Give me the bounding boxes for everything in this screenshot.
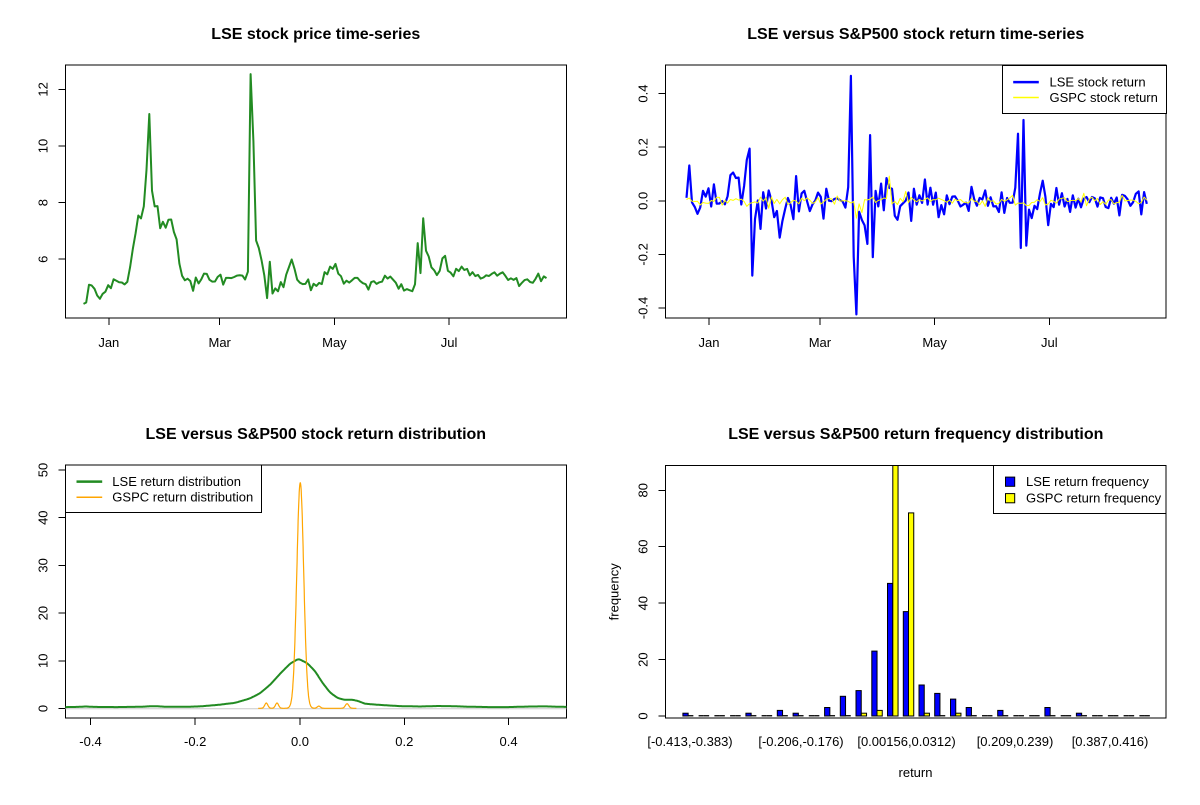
svg-text:Mar: Mar xyxy=(209,335,232,350)
svg-text:12: 12 xyxy=(36,82,51,96)
svg-text:[0.387,0.416): [0.387,0.416) xyxy=(1072,734,1149,749)
svg-text:May: May xyxy=(322,335,347,350)
svg-text:8: 8 xyxy=(36,199,51,206)
svg-text:GSPC return distribution: GSPC return distribution xyxy=(112,490,253,505)
svg-text:LSE stock return: LSE stock return xyxy=(1050,75,1146,90)
svg-text:0.2: 0.2 xyxy=(636,138,651,156)
svg-text:LSE versus S&P500 return frequ: LSE versus S&P500 return frequency distr… xyxy=(728,426,1103,443)
svg-text:[-0.206,-0.176): [-0.206,-0.176) xyxy=(758,734,843,749)
svg-text:GSPC stock return: GSPC stock return xyxy=(1050,90,1158,105)
svg-text:0.2: 0.2 xyxy=(395,734,413,749)
svg-text:60: 60 xyxy=(636,539,651,553)
svg-text:40: 40 xyxy=(36,510,51,524)
svg-text:[0.209,0.239): [0.209,0.239) xyxy=(977,734,1054,749)
svg-text:LSE versus S&P500 stock return: LSE versus S&P500 stock return time-seri… xyxy=(747,26,1084,43)
svg-text:[-0.413,-0.383): [-0.413,-0.383) xyxy=(647,734,732,749)
svg-text:Mar: Mar xyxy=(809,335,832,350)
svg-text:May: May xyxy=(922,335,947,350)
svg-text:-0.4: -0.4 xyxy=(636,297,651,319)
svg-text:0.0: 0.0 xyxy=(636,192,651,210)
svg-text:0: 0 xyxy=(636,712,651,719)
svg-text:0.4: 0.4 xyxy=(500,734,518,749)
svg-text:[0.00156,0.0312): [0.00156,0.0312) xyxy=(857,734,955,749)
svg-text:frequency: frequency xyxy=(607,563,622,621)
svg-text:Jul: Jul xyxy=(1041,335,1058,350)
svg-text:Jan: Jan xyxy=(699,335,720,350)
svg-text:80: 80 xyxy=(636,483,651,497)
svg-text:GSPC return frequency: GSPC return frequency xyxy=(1026,491,1162,506)
svg-text:-0.2: -0.2 xyxy=(636,243,651,265)
svg-text:LSE return distribution: LSE return distribution xyxy=(112,474,241,489)
svg-text:0.4: 0.4 xyxy=(636,85,651,103)
svg-text:return: return xyxy=(899,765,933,780)
svg-text:30: 30 xyxy=(36,558,51,572)
svg-text:-0.4: -0.4 xyxy=(79,734,101,749)
svg-text:Jul: Jul xyxy=(441,335,458,350)
svg-text:-0.2: -0.2 xyxy=(184,734,206,749)
svg-text:0.0: 0.0 xyxy=(291,734,309,749)
svg-text:LSE stock price time-series: LSE stock price time-series xyxy=(211,26,420,43)
svg-text:50: 50 xyxy=(36,463,51,477)
svg-text:20: 20 xyxy=(636,652,651,666)
svg-text:6: 6 xyxy=(36,256,51,263)
svg-text:Jan: Jan xyxy=(98,335,119,350)
svg-text:0: 0 xyxy=(36,705,51,712)
svg-text:20: 20 xyxy=(36,606,51,620)
svg-text:10: 10 xyxy=(36,139,51,153)
svg-text:LSE versus S&P500 stock return: LSE versus S&P500 stock return distribut… xyxy=(146,426,487,443)
svg-text:LSE return frequency: LSE return frequency xyxy=(1026,474,1149,489)
svg-text:10: 10 xyxy=(36,654,51,668)
svg-text:40: 40 xyxy=(636,596,651,610)
